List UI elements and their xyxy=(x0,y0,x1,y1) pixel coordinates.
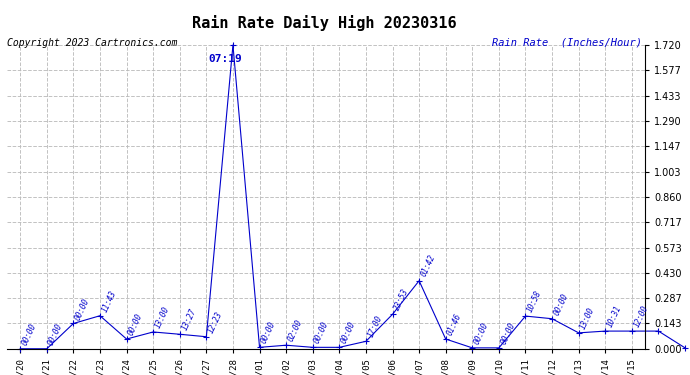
Text: 10:58: 10:58 xyxy=(526,289,544,314)
Text: 17:00: 17:00 xyxy=(366,315,384,339)
Text: 13:00: 13:00 xyxy=(579,306,597,331)
Text: 11:43: 11:43 xyxy=(100,289,118,314)
Text: 23:53: 23:53 xyxy=(393,287,411,312)
Text: 00:00: 00:00 xyxy=(20,322,38,346)
Text: 01:42: 01:42 xyxy=(419,253,437,278)
Text: 00:00: 00:00 xyxy=(73,297,91,321)
Text: Copyright 2023 Cartronics.com: Copyright 2023 Cartronics.com xyxy=(7,38,177,48)
Text: 00:00: 00:00 xyxy=(552,292,570,316)
Text: 00:00: 00:00 xyxy=(499,321,517,346)
Text: 00:00: 00:00 xyxy=(259,321,277,345)
Text: 00:00: 00:00 xyxy=(126,312,144,337)
Text: 12:23: 12:23 xyxy=(206,310,224,334)
Text: 01:46: 01:46 xyxy=(446,312,464,337)
Text: 00:00: 00:00 xyxy=(339,321,357,345)
Text: Rain Rate  (Inches/Hour): Rain Rate (Inches/Hour) xyxy=(492,38,642,48)
Text: 07:19: 07:19 xyxy=(208,54,242,64)
Text: 02:00: 02:00 xyxy=(286,318,304,343)
Text: 13:27: 13:27 xyxy=(180,308,198,332)
Text: 00:00: 00:00 xyxy=(47,322,65,346)
Text: 00:00: 00:00 xyxy=(313,321,331,345)
Text: 10:31: 10:31 xyxy=(605,304,623,329)
Text: 13:00: 13:00 xyxy=(153,305,171,330)
Text: 00:00: 00:00 xyxy=(472,321,490,346)
Text: Rain Rate Daily High 20230316: Rain Rate Daily High 20230316 xyxy=(192,15,457,31)
Text: 12:00: 12:00 xyxy=(632,304,650,329)
